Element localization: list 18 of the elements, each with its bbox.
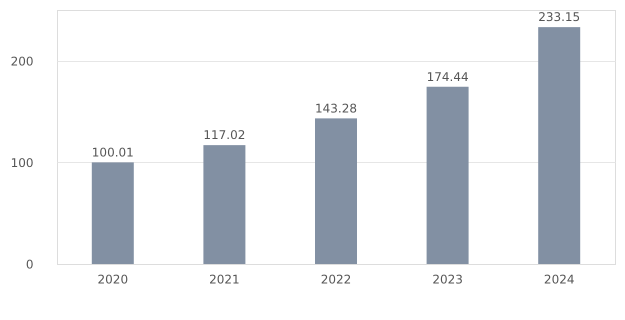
bar [315,118,357,264]
y-tick-label: 0 [26,258,34,272]
data-label: 233.15 [538,10,580,24]
data-label: 143.28 [315,101,357,116]
x-tick-label: 2023 [432,272,463,286]
x-tick-label: 2021 [209,272,240,286]
data-label: 100.01 [92,145,134,160]
bar [92,162,134,264]
data-label: 117.02 [203,128,246,142]
y-tick-label: 100 [10,156,34,170]
x-tick-label: 2020 [98,272,128,286]
bar [538,27,580,264]
y-tick-label: 200 [10,54,34,68]
bar [203,145,246,264]
data-label: 174.44 [426,70,469,84]
x-tick-label: 2022 [320,272,352,286]
x-tick-label: 2024 [544,272,574,286]
bar [426,86,469,264]
